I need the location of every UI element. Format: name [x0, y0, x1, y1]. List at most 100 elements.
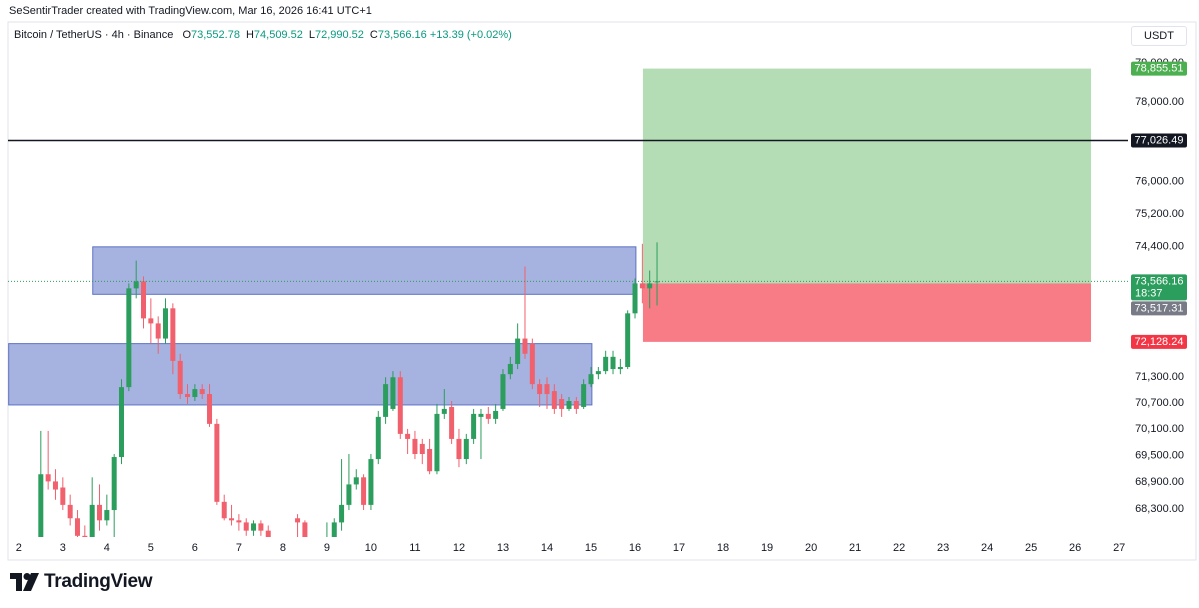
x-tick-label: 20 [805, 542, 817, 554]
hline-tag-box [1131, 133, 1187, 148]
candle-body [126, 288, 132, 388]
attribution: SeSentirTrader created with TradingView.… [9, 5, 372, 17]
x-tick-label: 7 [236, 542, 242, 554]
x-tick-label: 15 [585, 542, 597, 554]
candle-body [471, 413, 477, 439]
countdown: 18:37 [1135, 287, 1163, 299]
candle-body [529, 343, 535, 385]
candle-body [485, 413, 491, 419]
ohlc-value: 73,552.78 [191, 29, 240, 41]
candle-body [434, 413, 440, 472]
x-tick-label: 9 [324, 542, 330, 554]
candle-body [199, 389, 205, 395]
candle-body [170, 308, 176, 361]
ohlc-value: 74,509.52 [253, 29, 303, 41]
y-tick-label: 70,700.00 [1135, 397, 1184, 409]
x-tick-label: 16 [629, 542, 641, 554]
candle-body [441, 408, 447, 414]
y-tick-label: 78,000.00 [1135, 96, 1184, 108]
y-tick-label: 76,000.00 [1135, 176, 1184, 188]
ohlc-value: 72,990.52 [314, 29, 364, 41]
x-tick-label: 4 [104, 542, 110, 554]
x-tick-label: 5 [148, 542, 154, 554]
last-price-tag-label: 73,566.16 [1135, 275, 1184, 287]
change: +13.39 (+0.02%) [429, 29, 512, 41]
hline-tag-label: 77,026.49 [1135, 134, 1184, 146]
y-tick-label: 69,500.00 [1135, 450, 1184, 462]
candle-body [133, 281, 139, 289]
candle-body [96, 504, 102, 521]
candle-body [214, 423, 220, 502]
x-tick-label: 2 [16, 542, 22, 554]
candle-body [207, 394, 213, 424]
x-tick-label: 8 [280, 542, 286, 554]
candle-body [617, 367, 623, 370]
x-tick-label: 12 [453, 542, 465, 554]
x-tick-label: 23 [937, 542, 949, 554]
candle-body [500, 374, 506, 409]
y-tick-label: 68,900.00 [1135, 476, 1184, 488]
candle-body [339, 504, 345, 523]
candle-body [595, 371, 601, 375]
candle-body [375, 416, 381, 460]
candle-body [493, 410, 499, 419]
candle-body [111, 457, 117, 511]
candle-body [603, 356, 609, 372]
stop-tag-box [1131, 334, 1187, 349]
symbol: Bitcoin / TetherUS · 4h · Binance [14, 29, 174, 41]
y-tick-label: 70,100.00 [1135, 423, 1184, 435]
loss-zone [642, 283, 1092, 342]
x-tick-label: 13 [497, 542, 509, 554]
y-tick-label: 71,300.00 [1135, 371, 1184, 383]
candle-body [236, 520, 242, 523]
candle-body [74, 518, 80, 536]
candle-body [221, 501, 227, 519]
ohlc-key: L [308, 29, 315, 41]
candle-body [45, 474, 51, 482]
ohlc-value: 73,566.16 [377, 29, 427, 41]
ohlc: O73,552.78 H74,509.52 L72,990.52 C73,566.16 [176, 29, 429, 41]
candle-body [104, 510, 110, 521]
candle-body [368, 459, 374, 505]
candle-body [632, 283, 638, 314]
candle-body [427, 448, 433, 472]
x-tick-label: 27 [1113, 542, 1125, 554]
candle-body [522, 338, 528, 354]
candle-body [302, 522, 308, 537]
candle-body [38, 474, 44, 537]
x-tick-label: 3 [60, 542, 66, 554]
candle-body [647, 283, 653, 289]
entry-tag-label: 73,517.31 [1135, 302, 1184, 314]
entry-tag-box [1131, 301, 1187, 316]
symbol-legend: Bitcoin / TetherUS · 4h · Binance O73,55… [14, 29, 512, 41]
zone [92, 246, 637, 295]
candle-body [478, 413, 484, 417]
candle-body [353, 477, 359, 485]
candle-body [118, 387, 124, 458]
candle-body [361, 477, 367, 505]
x-tick-label: 11 [409, 542, 420, 554]
candle-body [60, 487, 66, 505]
brand: TradingView [44, 571, 153, 592]
stop-tag-label: 72,128.24 [1135, 336, 1184, 348]
candle-body [588, 374, 594, 385]
candle-body [295, 518, 301, 523]
candle-body [141, 281, 146, 319]
candle-body [155, 323, 161, 339]
candle-body [544, 384, 550, 395]
candle-body [412, 438, 418, 454]
candle-body [566, 400, 572, 409]
currency-button[interactable]: USDT [1131, 26, 1187, 46]
candle-body [625, 313, 631, 368]
ohlc-key: O [182, 29, 192, 41]
candle-body [581, 384, 587, 407]
candle-body [243, 522, 249, 531]
ohlc-key: C [369, 29, 378, 41]
candle-body [405, 433, 411, 439]
candle-body [559, 399, 565, 409]
candle-body [229, 518, 235, 521]
candle-body [192, 389, 198, 398]
